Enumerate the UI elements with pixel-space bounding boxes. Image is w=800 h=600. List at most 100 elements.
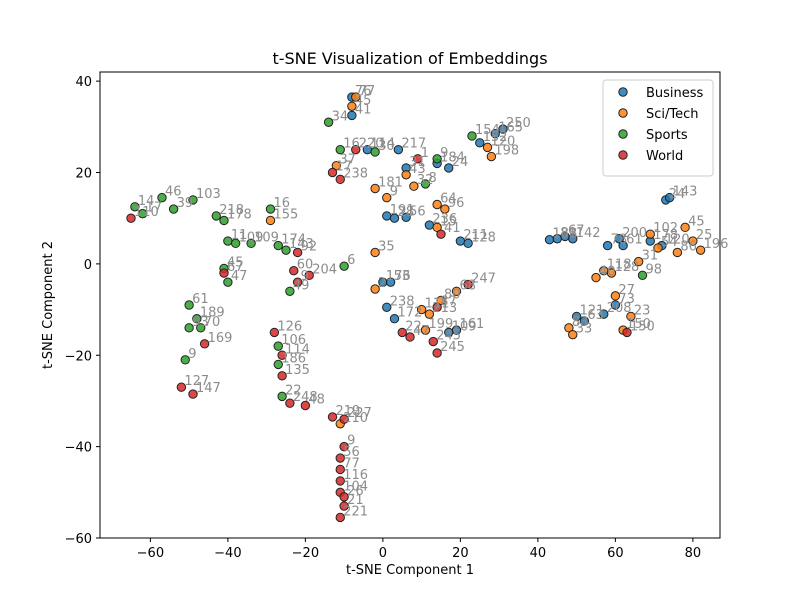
point-label: 33 xyxy=(576,322,593,337)
legend-entry: Business xyxy=(646,86,704,101)
point-sports xyxy=(467,131,477,141)
point-world xyxy=(405,332,415,342)
point-world xyxy=(335,512,345,523)
y-axis: −60 −40 −20 0 20 40 xyxy=(65,75,100,547)
point-world xyxy=(285,398,295,408)
point-sports xyxy=(168,204,179,214)
point-label: 73 xyxy=(618,292,635,307)
point-label: 31 xyxy=(642,249,659,264)
point-sci-tech xyxy=(606,268,617,278)
point-sports xyxy=(273,341,283,351)
point-sports xyxy=(196,323,206,333)
point-business xyxy=(618,240,628,251)
point-label: 67 xyxy=(568,223,585,238)
x-tick-label: −40 xyxy=(214,546,241,561)
point-label: 211 xyxy=(463,228,488,243)
point-label: 93 xyxy=(192,315,209,330)
point-world xyxy=(219,268,229,278)
point-label: 16 xyxy=(274,196,291,211)
point-label: 109 xyxy=(239,230,264,245)
point-label: 218 xyxy=(219,203,244,218)
point-world xyxy=(335,464,345,475)
point-label: 24 xyxy=(669,187,686,202)
point-label: 87 xyxy=(440,294,457,309)
point-world xyxy=(339,501,349,511)
point-label: 196 xyxy=(704,237,729,252)
point-label: 165 xyxy=(498,121,523,136)
point-business xyxy=(382,302,392,312)
point-label: 21 xyxy=(347,493,364,508)
point-label: 49 xyxy=(293,278,310,293)
point-label: 109 xyxy=(254,230,279,245)
point-label: 34 xyxy=(332,109,349,124)
point-world xyxy=(327,167,338,178)
point-label: 70 xyxy=(204,315,221,330)
point-business xyxy=(568,234,578,244)
point-world xyxy=(432,302,442,312)
point-business xyxy=(451,325,462,335)
point-label: 1 xyxy=(421,146,429,161)
point-label: 46 xyxy=(165,185,182,200)
point-world xyxy=(269,327,280,338)
point-label: 17 xyxy=(336,160,353,175)
point-sci-tech xyxy=(591,272,601,283)
point-sports xyxy=(265,204,276,214)
legend-entry: Sci/Tech xyxy=(646,107,699,122)
point-label: 9 xyxy=(347,434,355,449)
legend-box xyxy=(602,79,714,177)
point-business xyxy=(385,277,396,287)
point-world xyxy=(176,382,187,392)
point-label: 56 xyxy=(409,204,426,219)
point-label: 9 xyxy=(301,269,309,284)
legend-entry: World xyxy=(646,149,683,164)
point-label: 116 xyxy=(343,468,368,483)
point-world xyxy=(335,174,345,185)
point-sports xyxy=(273,359,283,370)
point-sports xyxy=(184,323,194,333)
point-business xyxy=(393,144,404,155)
point-sci-tech xyxy=(370,183,380,194)
point-label: 17 xyxy=(146,201,163,216)
point-label: 23 xyxy=(634,303,651,318)
point-label: 40 xyxy=(599,265,616,280)
point-business xyxy=(475,138,485,148)
point-world xyxy=(277,350,287,360)
point-world xyxy=(335,453,345,463)
point-business xyxy=(602,240,613,251)
point-label: 24 xyxy=(452,155,469,170)
legend-marker xyxy=(618,129,628,139)
legend-marker xyxy=(618,108,628,118)
point-label: 54 xyxy=(661,235,678,250)
point-label: 135 xyxy=(285,363,310,378)
point-world xyxy=(199,339,210,349)
x-tick-label: 40 xyxy=(530,546,547,561)
point-sports xyxy=(184,300,194,310)
point-business xyxy=(599,309,609,319)
point-world xyxy=(126,213,136,223)
x-tick-label: 60 xyxy=(607,546,624,561)
point-business xyxy=(498,124,508,134)
point-label: 47 xyxy=(231,269,248,284)
point-business xyxy=(401,212,411,222)
point-sports xyxy=(137,208,148,219)
point-sports xyxy=(157,192,167,203)
point-sci-tech xyxy=(382,192,392,203)
point-label: 220 xyxy=(359,137,384,152)
y-tick-label: 0 xyxy=(84,258,92,273)
y-tick-label: 40 xyxy=(75,75,92,90)
point-label: 14 xyxy=(138,194,155,209)
point-sports xyxy=(323,117,334,127)
x-tick-label: 80 xyxy=(685,546,702,561)
point-label: 142 xyxy=(576,226,601,241)
point-business xyxy=(347,110,357,121)
point-label: 6 xyxy=(347,253,355,268)
legend-marker xyxy=(618,150,628,160)
point-world xyxy=(339,441,349,452)
point-label: 31 xyxy=(409,155,426,170)
point-label: 78 xyxy=(611,233,628,248)
point-label: 111 xyxy=(425,297,450,312)
point-sci-tech xyxy=(486,151,497,162)
point-label: 245 xyxy=(440,340,465,355)
point-label: 169 xyxy=(208,331,233,346)
